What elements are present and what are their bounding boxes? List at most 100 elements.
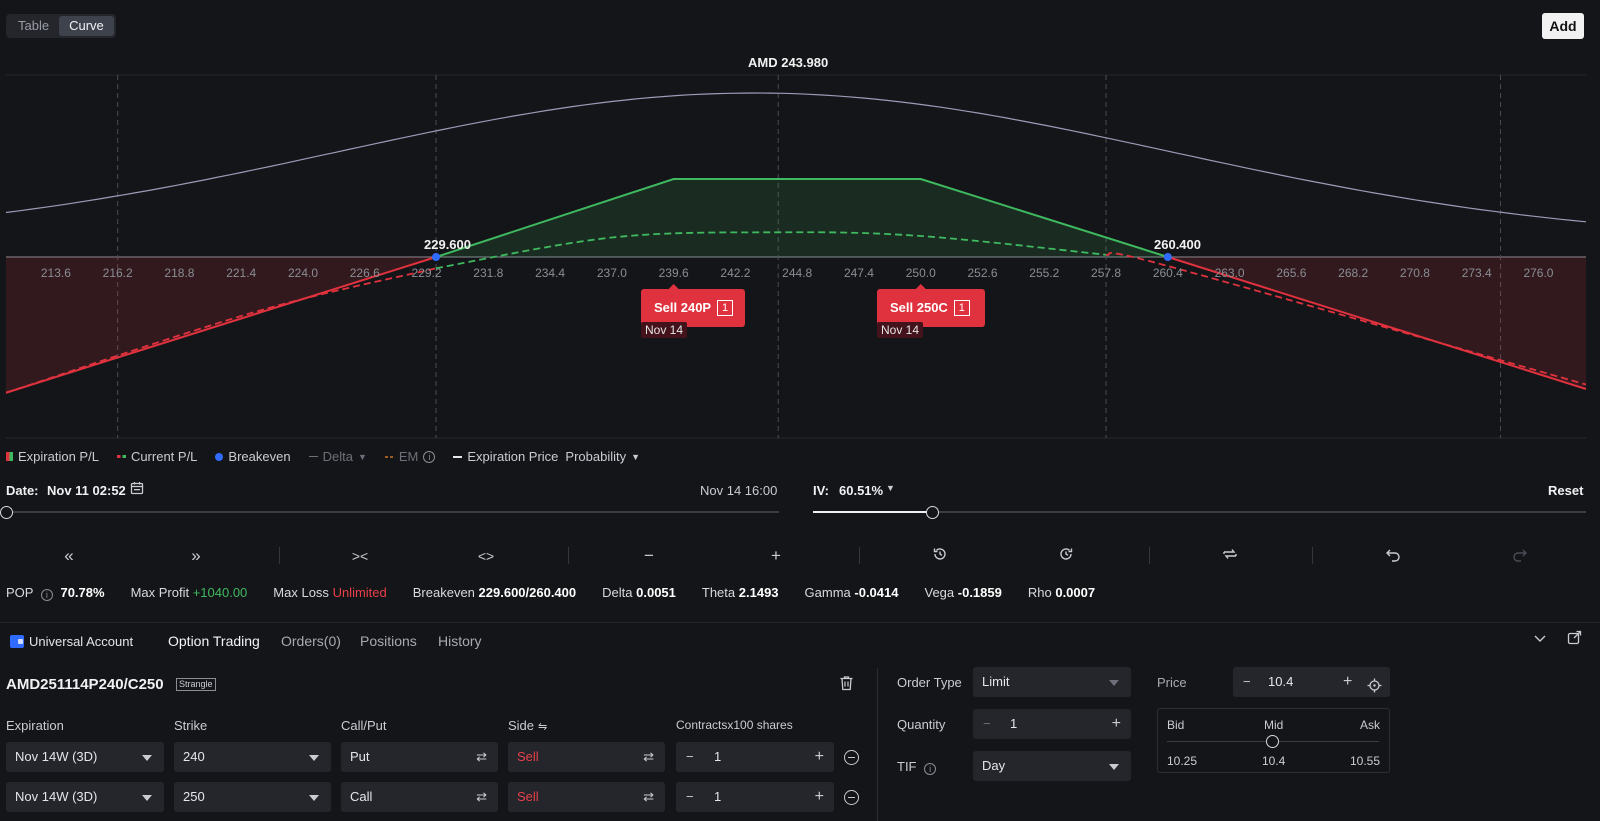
contracts-value: 1 xyxy=(714,789,722,804)
decrement-icon[interactable]: − xyxy=(983,716,991,731)
probability-label: Probability xyxy=(565,449,627,464)
minus-icon[interactable]: − xyxy=(644,546,654,565)
increment-icon[interactable]: + xyxy=(814,788,824,805)
plus-icon[interactable]: + xyxy=(771,546,781,565)
tif-info-icon[interactable]: i xyxy=(924,763,937,775)
date-slider-track[interactable] xyxy=(6,511,779,513)
order-type-value: Limit xyxy=(982,674,1010,689)
sell-put-marker[interactable]: Sell 240P 1 xyxy=(641,289,745,327)
strike-select[interactable]: 250 xyxy=(174,782,331,812)
forward-time-icon[interactable] xyxy=(1056,546,1076,566)
tab-curve[interactable]: Curve xyxy=(59,16,114,36)
popout-icon[interactable] xyxy=(1567,630,1582,648)
expiration-select[interactable]: Nov 14W (3D) xyxy=(6,742,164,772)
date-slider-thumb[interactable] xyxy=(0,506,13,519)
profit-area xyxy=(436,179,1168,257)
legend-delta[interactable]: Delta ▼ xyxy=(308,449,367,464)
delta-line-icon xyxy=(308,456,318,457)
breakeven-dot-0 xyxy=(432,253,441,261)
contracts-stepper[interactable]: − 1 + xyxy=(676,782,834,812)
calendar-icon[interactable] xyxy=(130,481,144,498)
toolbar-divider xyxy=(568,547,569,564)
redo-icon[interactable] xyxy=(1510,546,1530,566)
current-pl-swatch-icon xyxy=(116,455,126,458)
pop-info-icon[interactable]: i xyxy=(40,589,53,601)
chevron-down-icon xyxy=(1109,680,1119,686)
probability-dropdown[interactable]: Probability ▼ xyxy=(565,449,640,464)
tab-table[interactable]: Table xyxy=(18,18,50,33)
account-selector[interactable]: Universal Account xyxy=(29,634,134,649)
x-tick-label: 268.2 xyxy=(1338,266,1368,280)
sell-call-marker[interactable]: Sell 250C 1 xyxy=(877,289,985,327)
add-button[interactable]: Add xyxy=(1542,13,1584,39)
callput-toggle[interactable]: Call ⇄ xyxy=(341,782,498,812)
iv-label: IV: xyxy=(813,483,829,498)
price-label: Price xyxy=(1157,675,1187,690)
tab-option-trading[interactable]: Option Trading xyxy=(168,633,260,649)
em-info-icon[interactable]: i xyxy=(423,450,436,463)
chevron-down-icon xyxy=(1109,764,1119,770)
undo-icon[interactable] xyxy=(1383,546,1403,566)
legend-breakeven-label: Breakeven xyxy=(228,449,291,464)
pop-label: POP xyxy=(6,585,34,600)
decrement-icon[interactable]: − xyxy=(1243,674,1251,689)
contracts-stepper[interactable]: − 1 + xyxy=(676,742,834,772)
zoom-in-icon[interactable]: >< xyxy=(351,548,369,564)
pl-curve-chart[interactable]: 213.6 216.2 218.8 221.4 224.0 226.6 229.2 231.8… xyxy=(0,48,1600,440)
rho-value: 0.0007 xyxy=(1055,585,1096,600)
legend-em[interactable]: EM i xyxy=(384,449,436,464)
expiration-value: Nov 14W (3D) xyxy=(15,749,98,764)
price-stepper[interactable]: − 10.4 + xyxy=(1233,667,1390,697)
legend-current-pl[interactable]: Current P/L xyxy=(116,449,197,464)
increment-icon[interactable]: + xyxy=(814,748,824,765)
reset-button[interactable]: Reset xyxy=(1548,483,1584,498)
remove-leg-icon[interactable] xyxy=(844,790,859,805)
legend-expiration-price[interactable]: Expiration Price xyxy=(453,449,558,464)
iv-slider-track[interactable] xyxy=(813,511,1586,513)
collapse-chevron-icon[interactable] xyxy=(1533,631,1547,648)
price-slider-thumb[interactable] xyxy=(1266,735,1279,748)
strike-select[interactable]: 240 xyxy=(174,742,331,772)
expiration-select[interactable]: Nov 14W (3D) xyxy=(6,782,164,812)
delta-label: Delta xyxy=(602,585,633,600)
iv-value[interactable]: 60.51% xyxy=(839,483,884,498)
breakeven-dot-1 xyxy=(1163,253,1172,261)
increment-icon[interactable]: + xyxy=(1111,715,1121,732)
tab-orders[interactable]: Orders(0) xyxy=(281,633,341,649)
x-tick-label: 239.6 xyxy=(659,266,689,280)
increment-icon[interactable]: + xyxy=(1343,673,1353,690)
col-side[interactable]: Side ⇋ xyxy=(508,718,547,733)
double-left-icon[interactable]: « xyxy=(64,546,74,565)
order-type-select[interactable]: Limit xyxy=(973,667,1131,697)
x-tick-label: 213.6 xyxy=(41,266,71,280)
col-expiration: Expiration xyxy=(6,718,64,733)
tif-select[interactable]: Day xyxy=(973,751,1131,781)
delta-chevron-down-icon: ▼ xyxy=(357,451,367,462)
side-toggle[interactable]: Sell ⇄ xyxy=(508,782,665,812)
crosshair-icon[interactable] xyxy=(1367,674,1382,704)
tab-positions[interactable]: Positions xyxy=(360,633,417,649)
date-label: Date: xyxy=(6,483,39,498)
quantity-stepper[interactable]: − 1 + xyxy=(973,709,1131,739)
iv-slider-thumb[interactable] xyxy=(926,506,939,519)
legend-expiration-pl[interactable]: Expiration P/L xyxy=(6,449,99,464)
decrement-icon[interactable]: − xyxy=(686,749,694,764)
tab-history[interactable]: History xyxy=(438,633,482,649)
swap-icon[interactable] xyxy=(1220,546,1240,566)
date-value: Nov 11 02:52 xyxy=(47,483,126,498)
callput-value: Call xyxy=(350,789,373,804)
trash-icon[interactable] xyxy=(839,675,854,694)
x-tick-label: 270.8 xyxy=(1400,266,1430,280)
stat-vega: Vega -0.1859 xyxy=(924,585,1001,601)
double-right-icon[interactable]: » xyxy=(191,546,201,565)
callput-toggle[interactable]: Put ⇄ xyxy=(341,742,498,772)
iv-chevron-down-icon[interactable]: ▼ xyxy=(886,483,895,493)
rewind-time-icon[interactable] xyxy=(930,546,950,566)
decrement-icon[interactable]: − xyxy=(686,789,694,804)
remove-leg-icon[interactable] xyxy=(844,750,859,765)
max-loss-value: Unlimited xyxy=(332,585,387,600)
side-toggle[interactable]: Sell ⇄ xyxy=(508,742,665,772)
zoom-out-icon[interactable]: <> xyxy=(477,548,495,564)
legend-breakeven[interactable]: Breakeven xyxy=(215,449,291,464)
expiration-price-line-icon xyxy=(453,455,463,458)
